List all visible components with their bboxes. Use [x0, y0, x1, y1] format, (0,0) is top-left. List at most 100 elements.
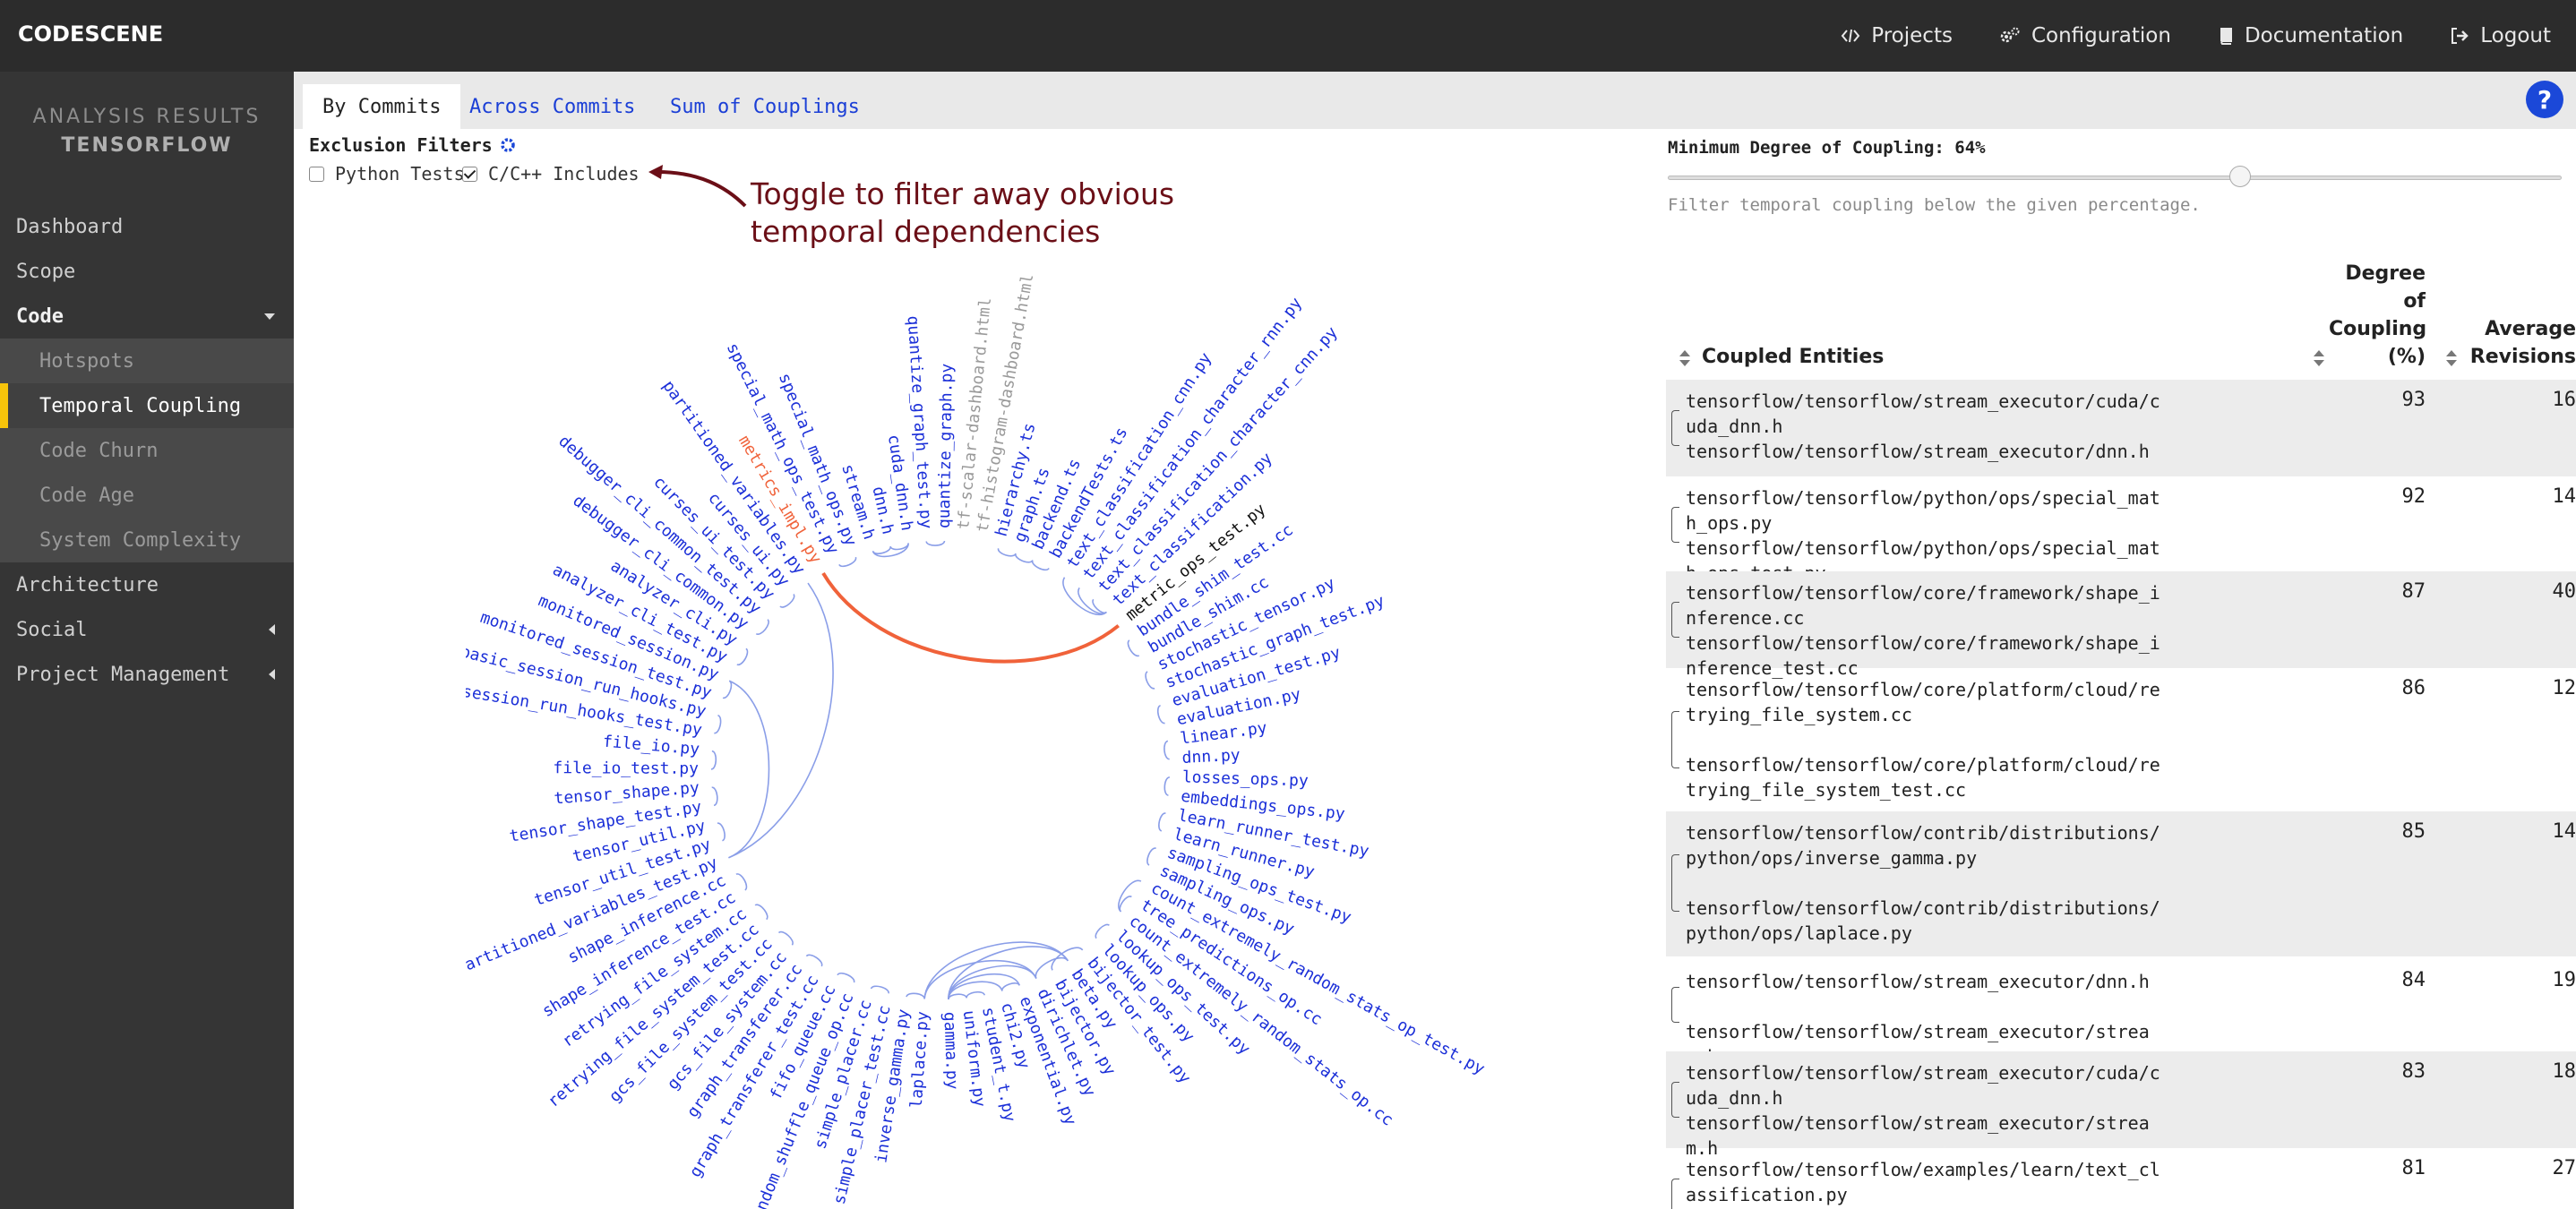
- table-row[interactable]: tensorflow/tensorflow/contrib/distributi…: [1666, 811, 2576, 956]
- coupling-link[interactable]: [728, 582, 834, 859]
- coupling-link[interactable]: [1092, 598, 1107, 614]
- table-row[interactable]: tensorflow/tensorflow/stream_executor/cu…: [1666, 1051, 2576, 1159]
- sidebar-item-social[interactable]: Social: [0, 607, 294, 652]
- sidebar-item-system-complexity[interactable]: System Complexity: [0, 518, 294, 562]
- coupling-link[interactable]: [1158, 812, 1166, 832]
- sort-icon[interactable]: [2445, 349, 2458, 367]
- entity-b[interactable]: tensorflow/tensorflow/stream_executor/st…: [1686, 1021, 2150, 1068]
- coupling-link[interactable]: [777, 930, 794, 946]
- sort-icon[interactable]: [2313, 349, 2325, 367]
- coupling-link[interactable]: [838, 556, 857, 568]
- coupling-link[interactable]: [1035, 956, 1069, 979]
- col-degree-of-coupling[interactable]: Degree of Coupling (%): [2329, 260, 2426, 371]
- col-coupled-entities[interactable]: Coupled Entities: [1702, 346, 1884, 368]
- coupling-link[interactable]: [906, 992, 925, 999]
- sort-icon[interactable]: [1679, 349, 1691, 367]
- coupling-link[interactable]: [805, 954, 823, 967]
- logout-link[interactable]: Logout: [2450, 24, 2551, 47]
- entity-b[interactable]: tensorflow/tensorflow/contrib/distributi…: [1686, 897, 2160, 944]
- sidebar-item-code[interactable]: Code: [0, 294, 294, 339]
- coupling-link[interactable]: [1119, 896, 1132, 913]
- entity-a[interactable]: tensorflow/tensorflow/core/framework/sha…: [1686, 582, 2160, 629]
- entity-a[interactable]: tensorflow/tensorflow/python/ops/special…: [1686, 487, 2160, 534]
- tab-by-commits[interactable]: By Commits: [303, 84, 461, 129]
- sidebar-item-architecture[interactable]: Architecture: [0, 562, 294, 607]
- coupling-link[interactable]: [754, 904, 769, 921]
- coupling-link[interactable]: [837, 972, 855, 983]
- coupling-link[interactable]: [755, 619, 769, 635]
- sidebar-item-code-age[interactable]: Code Age: [0, 473, 294, 518]
- wheel-label[interactable]: losses_ops.py: [1182, 767, 1309, 790]
- coupling-link[interactable]: [1146, 847, 1156, 866]
- coupling-link[interactable]: [925, 540, 946, 546]
- coupling-link[interactable]: [722, 680, 733, 699]
- gear-icon[interactable]: [500, 137, 516, 153]
- entity-a[interactable]: tensorflow/tensorflow/core/platform/clou…: [1686, 679, 2160, 725]
- sidebar-item-hotspots[interactable]: Hotspots: [0, 339, 294, 383]
- entity-a[interactable]: tensorflow/tensorflow/stream_executor/cu…: [1686, 1062, 2160, 1109]
- coupling-link[interactable]: [948, 981, 1003, 999]
- entity-b[interactable]: tensorflow/tensorflow/stream_executor/dn…: [1686, 441, 2150, 462]
- cc-includes-filter[interactable]: C/C++ Includes: [462, 163, 640, 184]
- coupling-link[interactable]: [1127, 639, 1140, 657]
- help-button[interactable]: ?: [2526, 81, 2563, 118]
- entity-b[interactable]: tensorflow/tensorflow/core/platform/clou…: [1686, 754, 2160, 801]
- coupling-link[interactable]: [779, 593, 795, 608]
- coupling-link[interactable]: [710, 750, 717, 770]
- coupling-link[interactable]: [997, 548, 1017, 557]
- entity-a[interactable]: tensorflow/tensorflow/stream_executor/cu…: [1686, 390, 2160, 437]
- cc-includes-checkbox[interactable]: [462, 166, 477, 182]
- wheel-label[interactable]: file_io_test.py: [553, 759, 699, 778]
- slider-handle[interactable]: [2228, 166, 2251, 187]
- coupling-link[interactable]: [872, 546, 891, 554]
- entity-b[interactable]: tensorflow/tensorflow/stream_executor/st…: [1686, 1112, 2150, 1159]
- entity-a[interactable]: tensorflow/tensorflow/examples/learn/tex…: [1686, 1159, 2160, 1205]
- coupling-link[interactable]: [948, 946, 1069, 999]
- python-tests-filter[interactable]: Python Tests: [309, 163, 465, 184]
- coupling-link[interactable]: [728, 680, 770, 859]
- python-tests-checkbox[interactable]: [309, 166, 324, 182]
- coupling-link[interactable]: [1001, 982, 1020, 991]
- entity-b[interactable]: tensorflow/tensorflow/core/framework/sha…: [1686, 632, 2160, 679]
- coupling-link[interactable]: [717, 822, 726, 842]
- coupling-link[interactable]: [1031, 560, 1050, 571]
- entity-a[interactable]: tensorflow/tensorflow/contrib/distributi…: [1686, 822, 2160, 869]
- coupling-link[interactable]: [711, 786, 718, 807]
- sidebar-item-dashboard[interactable]: Dashboard: [0, 204, 294, 249]
- tab-across-commits[interactable]: Across Commits: [469, 95, 636, 118]
- coupling-link[interactable]: [714, 714, 722, 734]
- configuration-link[interactable]: Configuration: [1999, 24, 2171, 47]
- coupling-link[interactable]: [948, 993, 967, 1000]
- tab-sum-of-couplings[interactable]: Sum of Couplings: [670, 95, 860, 118]
- coupling-link[interactable]: [872, 543, 909, 558]
- coupling-slider[interactable]: [1668, 166, 2562, 187]
- sidebar-item-scope[interactable]: Scope: [0, 249, 294, 294]
- table-row[interactable]: tensorflow/tensorflow/stream_executor/dn…: [1666, 956, 2576, 1068]
- wheel-label[interactable]: quantize_graph.py: [935, 363, 957, 528]
- table-row[interactable]: tensorflow/tensorflow/examples/learn/tex…: [1666, 1148, 2576, 1209]
- projects-link[interactable]: Projects: [1841, 24, 1953, 47]
- table-row[interactable]: tensorflow/tensorflow/core/framework/sha…: [1666, 571, 2576, 679]
- sidebar-item-project-management[interactable]: Project Management: [0, 652, 294, 697]
- coupling-link[interactable]: [1095, 923, 1110, 939]
- coupling-link[interactable]: [870, 985, 889, 994]
- coupling-link[interactable]: [1156, 705, 1165, 725]
- table-row[interactable]: tensorflow/tensorflow/core/platform/clou…: [1666, 668, 2576, 811]
- coupling-link[interactable]: [966, 990, 985, 999]
- entity-a[interactable]: tensorflow/tensorflow/stream_executor/dn…: [1686, 971, 2150, 992]
- coupling-link[interactable]: [1051, 947, 1084, 971]
- coupling-link[interactable]: [923, 960, 1037, 999]
- documentation-link[interactable]: Documentation: [2218, 24, 2403, 47]
- coupling-link[interactable]: [1145, 671, 1155, 690]
- coupling-link[interactable]: [1163, 740, 1170, 760]
- table-row[interactable]: tensorflow/tensorflow/python/ops/special…: [1666, 476, 2576, 584]
- col-average-revisions[interactable]: Average Revisions: [2454, 315, 2576, 371]
- slider-track[interactable]: [1668, 176, 2562, 180]
- sidebar-item-code-churn[interactable]: Code Churn: [0, 428, 294, 473]
- wheel-label[interactable]: dnn.py: [1181, 746, 1241, 767]
- highlighted-coupling-link[interactable]: [821, 572, 1120, 664]
- coupling-link[interactable]: [1015, 553, 1034, 563]
- codescene-logo[interactable]: CODESCENE: [18, 21, 164, 47]
- coupling-link[interactable]: [923, 941, 1069, 999]
- sidebar-item-temporal-coupling[interactable]: Temporal Coupling: [0, 383, 294, 428]
